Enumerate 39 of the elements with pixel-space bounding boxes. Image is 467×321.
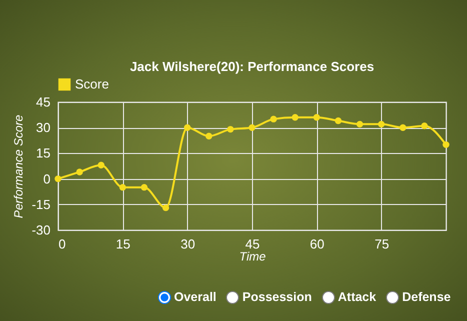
radio-button: Possession <box>226 290 312 304</box>
point <box>356 120 364 128</box>
point <box>162 204 170 212</box>
point <box>334 117 342 124</box>
point <box>98 162 104 168</box>
chart-title: Jack Wilshere(20): Performance Scores <box>130 59 374 74</box>
x-tick-label: 60 <box>310 236 324 252</box>
y-tick-label: 45 <box>36 94 50 110</box>
radio-button: Defense <box>386 290 451 304</box>
legend-label: Score <box>75 76 109 92</box>
radio-button: Overall <box>158 290 216 304</box>
x-axis-title: Time <box>239 250 266 264</box>
point <box>227 126 234 133</box>
point <box>313 114 320 121</box>
x-tick-label: 0 <box>58 236 66 252</box>
y-tick-label: 0 <box>43 171 50 186</box>
point <box>442 141 450 148</box>
point <box>206 132 212 140</box>
x-tick-label: 30 <box>180 236 196 252</box>
y-tick-label: -15 <box>32 196 50 212</box>
x-tick-label: 75 <box>374 236 390 252</box>
y-tick-label: -30 <box>32 222 50 238</box>
y-tick-label: 15 <box>36 146 50 161</box>
point <box>54 175 62 182</box>
point <box>119 184 126 191</box>
point <box>76 168 83 176</box>
y-tick-label: 30 <box>36 120 50 136</box>
x-tick-label: 45 <box>245 236 260 252</box>
point <box>292 114 298 121</box>
point <box>248 124 256 131</box>
point <box>184 124 191 131</box>
point <box>270 116 277 122</box>
x-tick-label: 15 <box>116 236 130 252</box>
point <box>421 122 428 130</box>
point <box>140 184 148 191</box>
point <box>400 124 406 131</box>
radio-button: Attack <box>322 290 376 304</box>
point <box>378 120 385 128</box>
y-axis-title: Performance Score <box>12 114 26 218</box>
